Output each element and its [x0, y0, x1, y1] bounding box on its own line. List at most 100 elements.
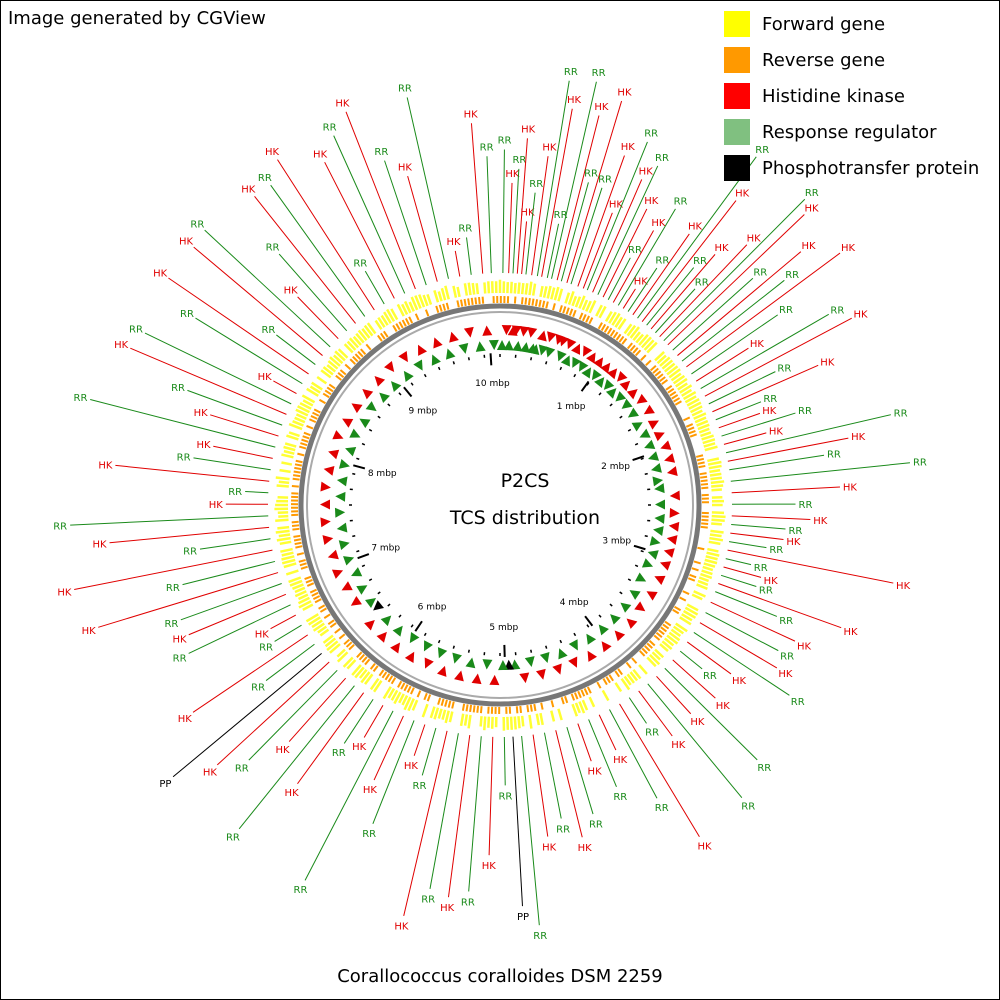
feature-leader-line	[598, 714, 617, 751]
feature-leader-line	[646, 267, 695, 326]
tcs-feature-arrow	[616, 370, 628, 382]
reverse-gene-mark	[577, 690, 582, 699]
feature-leader-line	[204, 229, 331, 348]
feature-leader-line	[109, 526, 270, 544]
forward-gene-mark	[452, 285, 458, 298]
tcs-feature-arrow	[583, 345, 593, 357]
reverse-gene-mark	[687, 577, 696, 582]
reverse-gene-mark	[695, 454, 704, 458]
forward-gene-mark	[411, 699, 419, 711]
reverse-gene-mark	[294, 541, 302, 546]
feature-leader-line	[195, 317, 303, 385]
feature-leader-line	[638, 690, 673, 737]
feature-tag-label: RR	[827, 450, 841, 461]
reverse-gene-mark	[297, 452, 305, 457]
forward-gene-mark	[654, 351, 665, 362]
forward-gene-mark	[611, 312, 621, 326]
tcs-feature-arrow	[336, 522, 348, 533]
tcs-feature-arrow	[572, 356, 582, 368]
reverse-gene-mark	[444, 699, 448, 707]
feature-leader-line	[454, 250, 461, 277]
reverse-gene-mark	[309, 588, 318, 594]
reverse-gene-mark	[641, 647, 648, 655]
forward-gene-mark	[598, 305, 607, 319]
ruler-minor-tick	[545, 645, 548, 649]
tcs-feature-arrow	[332, 430, 344, 440]
feature-tag-label: RR	[759, 586, 773, 597]
feature-tag-label: RR	[53, 522, 67, 533]
reverse-gene-mark	[654, 370, 662, 377]
feature-tag-label: RR	[180, 309, 194, 320]
forward-gene-mark	[701, 434, 715, 441]
reverse-gene-mark	[541, 300, 546, 308]
forward-gene-mark	[311, 619, 323, 629]
feature-tag-label: RR	[613, 792, 627, 803]
feature-leader-line	[274, 624, 302, 642]
forward-gene-mark	[433, 707, 440, 720]
reverse-gene-mark	[597, 322, 603, 330]
reverse-gene-mark	[392, 324, 398, 332]
tcs-feature-arrow	[380, 615, 392, 627]
ruler-minor-tick	[619, 415, 623, 419]
reverse-gene-mark	[345, 641, 353, 648]
reverse-gene-mark	[339, 369, 347, 376]
forward-gene-mark	[509, 281, 513, 294]
reverse-gene-mark	[358, 653, 365, 661]
tcs-feature-arrow	[463, 326, 474, 338]
tcs-feature-arrow	[663, 548, 675, 558]
reverse-gene-mark	[701, 486, 709, 490]
feature-leader-line	[551, 81, 597, 279]
ruler-minor-tick	[619, 591, 623, 595]
tcs-feature-arrow	[634, 601, 646, 612]
forward-gene-mark	[571, 295, 578, 307]
reverse-gene-mark	[585, 315, 590, 323]
feature-leader-line	[188, 604, 291, 654]
tcs-feature-arrow	[615, 391, 627, 402]
reverse-gene-mark	[534, 299, 539, 307]
feature-leader-line	[656, 675, 692, 715]
reverse-gene-mark	[526, 705, 530, 713]
reverse-gene-mark	[564, 695, 569, 704]
reverse-gene-mark	[465, 704, 469, 712]
tcs-feature-arrow	[586, 352, 596, 364]
reverse-gene-mark	[318, 398, 326, 405]
forward-gene-mark	[588, 300, 597, 314]
phosphotransfer-protein-swatch	[724, 155, 750, 181]
feature-tag-label: HK	[285, 788, 300, 799]
forward-gene-mark	[382, 686, 392, 700]
forward-gene-mark	[421, 703, 429, 718]
feature-tag-label: HK	[786, 537, 801, 548]
ruler-minor-tick	[467, 357, 470, 361]
tcs-feature-arrow	[666, 466, 678, 476]
forward-gene-mark	[433, 289, 440, 303]
reverse-gene-mark	[520, 297, 524, 305]
forward-gene-mark	[302, 399, 314, 407]
forward-gene-mark	[283, 449, 295, 455]
legend-item-response-regulator: Response regulator	[724, 114, 979, 150]
tcs-feature-arrow	[558, 648, 568, 660]
forward-gene-mark	[710, 476, 723, 481]
feature-tag-label: HK	[613, 755, 628, 766]
forward-gene-mark	[281, 555, 295, 561]
reverse-gene-mark	[679, 596, 687, 602]
feature-tag-label: HK	[98, 460, 113, 471]
tcs-feature-arrow	[409, 632, 420, 644]
reverse-gene-mark	[296, 552, 305, 556]
ruler-minor-tick	[640, 457, 644, 460]
feature-tag-label: RR	[171, 383, 185, 394]
tcs-feature-arrow	[652, 476, 664, 487]
feature-tag-label: RR	[512, 155, 526, 166]
ruler-minor-tick	[361, 564, 366, 568]
backbone-inner-circle	[306, 311, 694, 699]
feature-tag-label: HK	[440, 903, 455, 914]
feature-leader-line	[288, 677, 347, 742]
forward-gene-mark	[475, 283, 480, 295]
reverse-gene-mark	[545, 301, 549, 309]
reverse-gene-mark	[659, 376, 666, 383]
feature-tag-label: RR	[177, 452, 191, 463]
feature-tag-label: HK	[617, 87, 632, 98]
tcs-feature-arrow	[587, 650, 598, 662]
tcs-feature-arrow	[601, 641, 612, 653]
reverse-gene-mark	[531, 298, 535, 306]
reverse-gene-mark	[581, 314, 587, 322]
